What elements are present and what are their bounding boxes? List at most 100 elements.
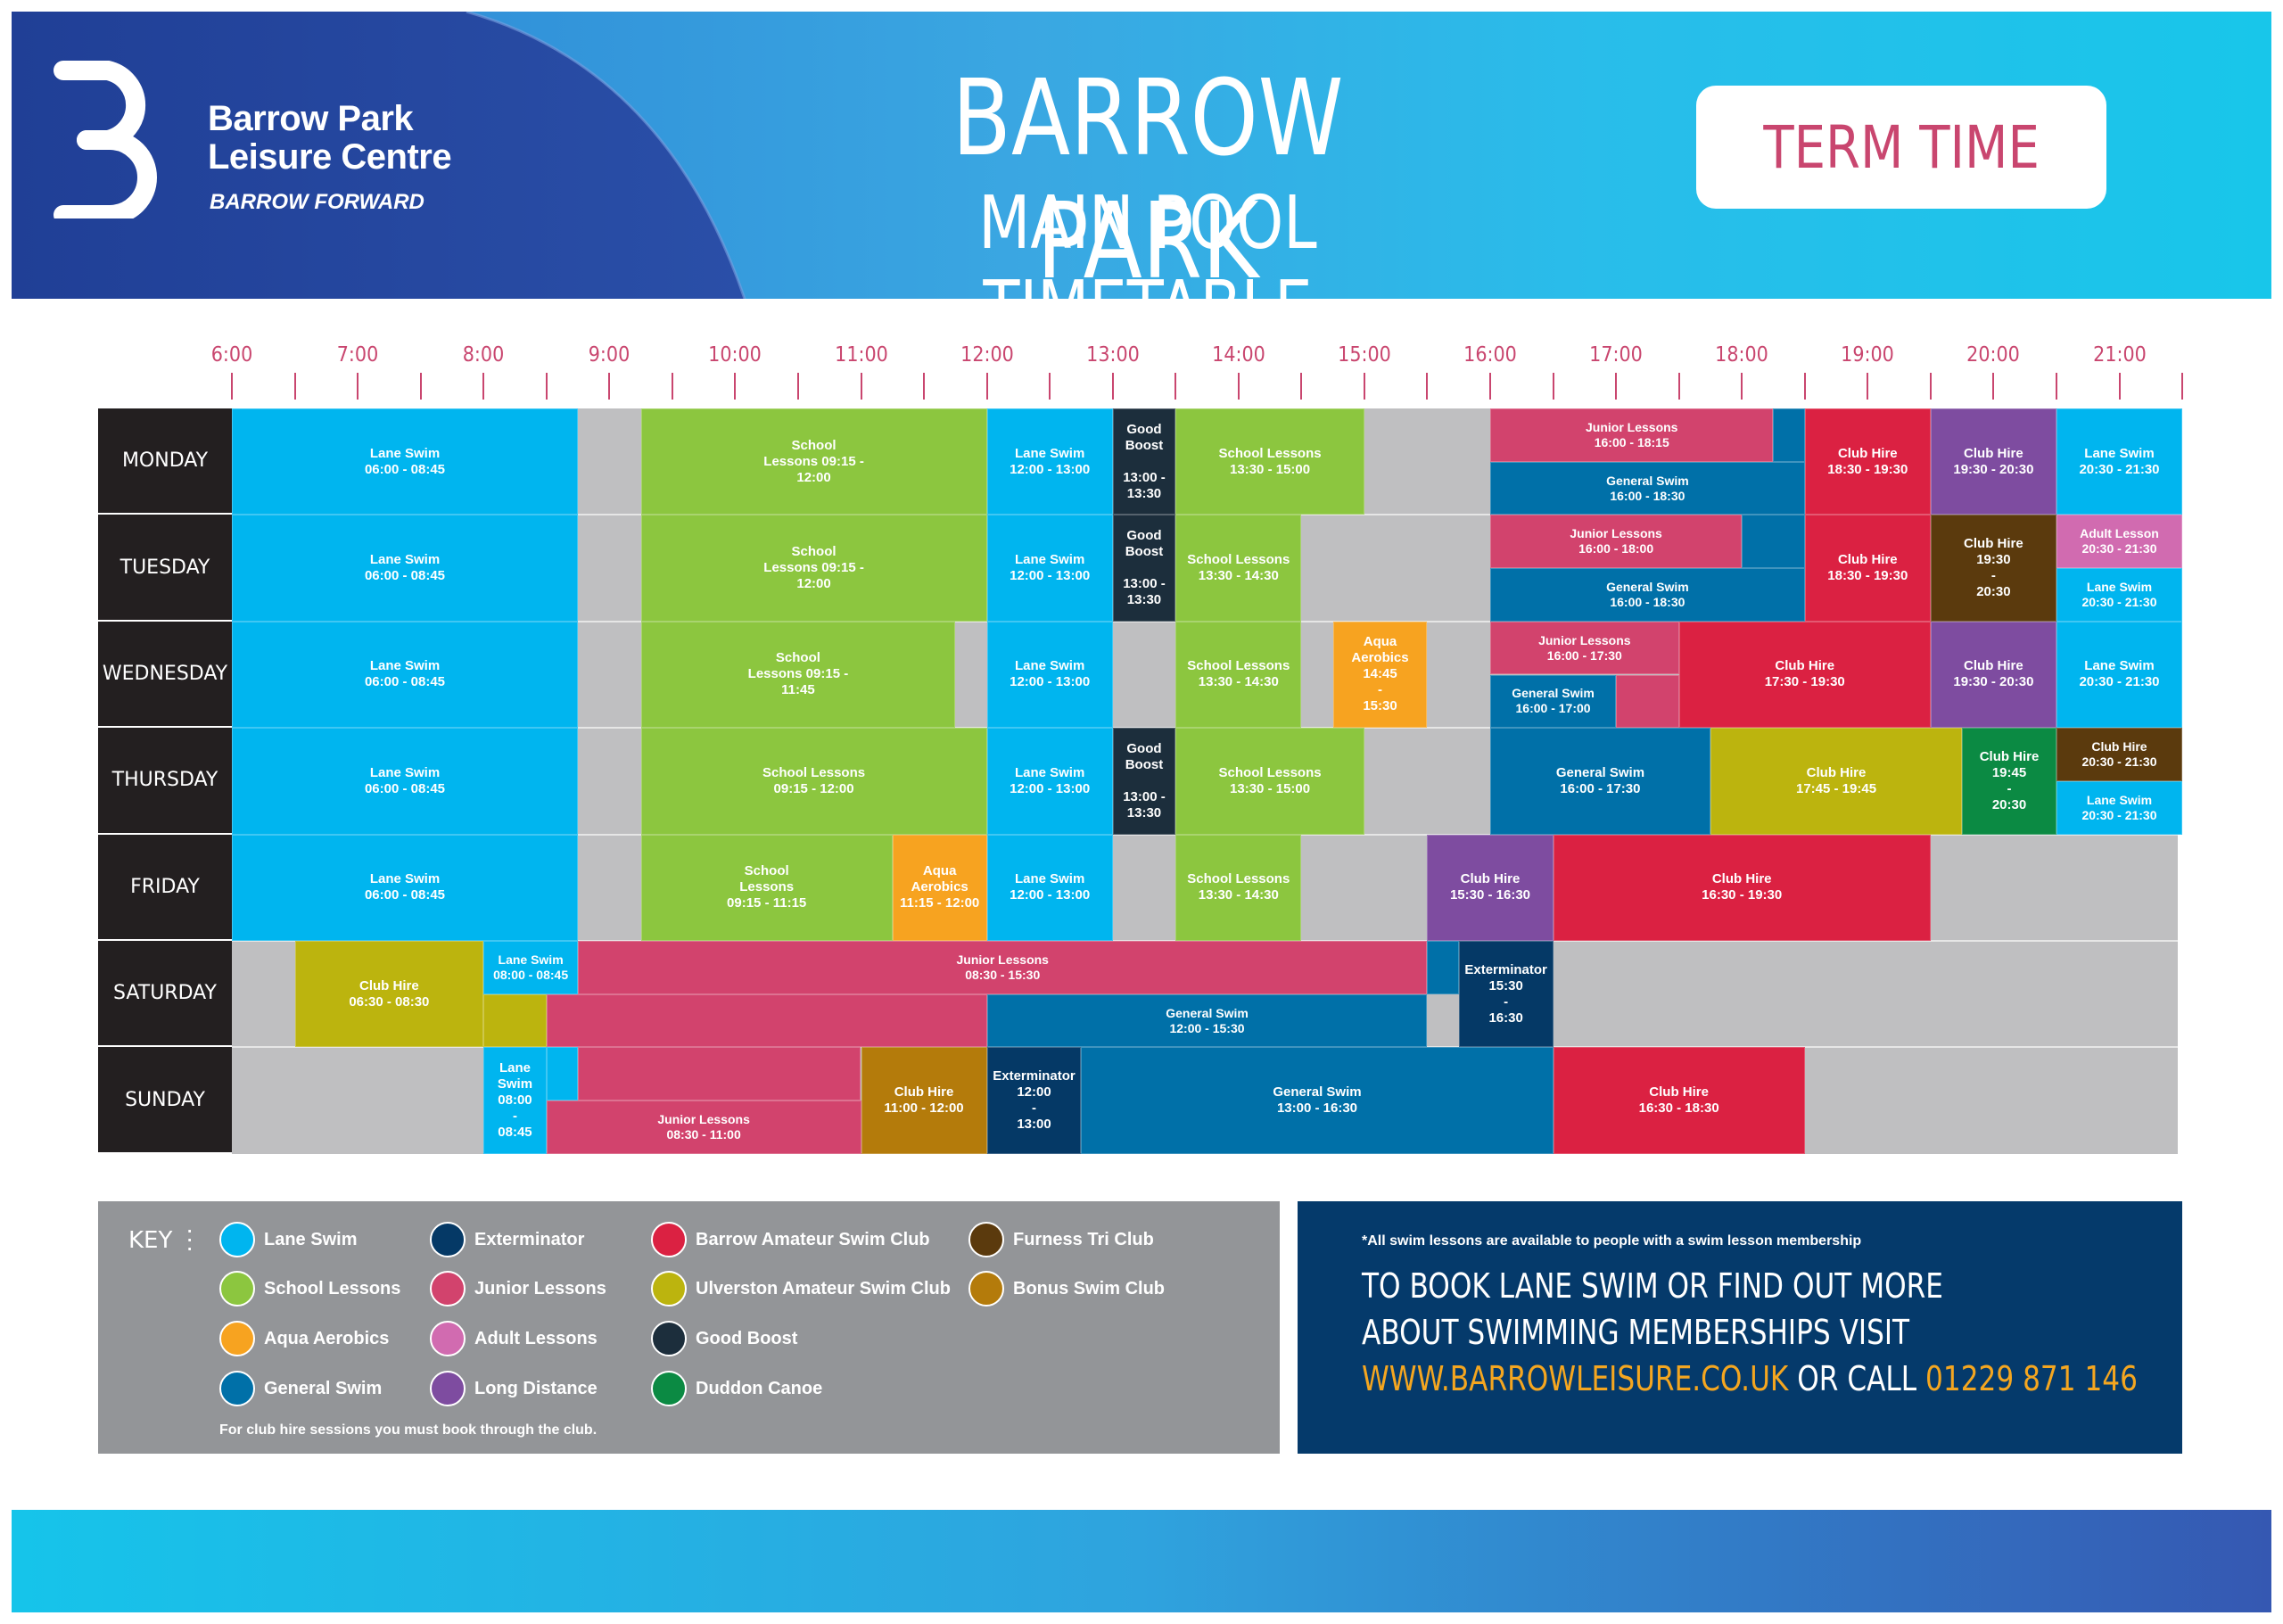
session-block[interactable]: Lane Swim 12:00 - 13:00 (986, 834, 1113, 941)
header-swoosh (12, 12, 746, 299)
session-block[interactable]: Club Hire 17:30 - 19:30 (1678, 621, 1931, 729)
session-block[interactable] (483, 993, 547, 1048)
session-block[interactable]: Lane Swim 06:00 - 08:45 (232, 621, 579, 729)
session-block[interactable] (546, 1047, 579, 1101)
session-block[interactable]: Club Hire 20:30 - 21:30 (2056, 728, 2183, 781)
session-block[interactable]: School Lessons 09:15 - 12:00 (640, 728, 987, 835)
time-tick (1992, 373, 1995, 400)
session-block[interactable]: Junior Lessons 16:00 - 17:30 (1490, 621, 1679, 675)
session-block[interactable]: Lane Swim 12:00 - 13:00 (986, 515, 1113, 622)
session-block[interactable]: Club Hire 18:30 - 19:30 (1804, 408, 1931, 515)
session-block[interactable]: Lane Swim 20:30 - 21:30 (2056, 621, 2183, 729)
time-tick (1300, 373, 1303, 400)
website-link[interactable]: WWW.BARROWLEISURE.CO.UK (1362, 1359, 1789, 1398)
session-block[interactable]: Lane Swim 08:00 - 08:45 (483, 941, 578, 994)
session-block[interactable] (1616, 674, 1679, 729)
session-block[interactable]: General Swim 12:00 - 15:30 (986, 993, 1428, 1048)
session-block[interactable]: School Lessons 13:30 - 14:30 (1175, 515, 1302, 622)
session-block[interactable]: Adult Lesson 20:30 - 21:30 (2056, 515, 2183, 569)
time-tick (1867, 373, 1869, 400)
session-block[interactable]: School Lessons 09:15 - 11:15 (640, 834, 893, 941)
session-block[interactable]: School Lessons 13:30 - 14:30 (1175, 834, 1302, 941)
time-tick (1615, 373, 1618, 400)
session-block[interactable]: Lane Swim 20:30 - 21:30 (2056, 780, 2183, 835)
session-block[interactable]: School Lessons 13:30 - 14:30 (1175, 621, 1302, 729)
session-block[interactable]: School Lessons 09:15 - 11:45 (640, 621, 956, 729)
session-block[interactable]: School Lessons 13:30 - 15:00 (1175, 408, 1364, 515)
session-block[interactable]: General Swim 16:00 - 17:30 (1490, 728, 1710, 835)
time-tick (1426, 373, 1429, 400)
session-block[interactable]: Lane Swim 06:00 - 08:45 (232, 834, 579, 941)
time-tick (2118, 373, 2121, 400)
session-block[interactable]: Lane Swim 06:00 - 08:45 (232, 408, 579, 515)
session-block[interactable]: School Lessons 09:15 - 12:00 (640, 408, 987, 515)
session-block[interactable]: Lane Swim 12:00 - 13:00 (986, 728, 1113, 835)
session-block[interactable]: School Lessons 13:30 - 15:00 (1175, 728, 1364, 835)
session-block[interactable]: Junior Lessons 08:30 - 11:00 (546, 1101, 861, 1154)
session-block[interactable]: Club Hire 17:45 - 19:45 (1710, 728, 1963, 835)
session-block[interactable]: Club Hire 06:30 - 08:30 (294, 941, 484, 1048)
color-dot-icon (968, 1271, 1004, 1307)
session-block[interactable]: Junior Lessons 16:00 - 18:00 (1490, 515, 1743, 569)
session-block[interactable]: Lane Swim 06:00 - 08:45 (232, 728, 579, 835)
session-block[interactable]: General Swim 16:00 - 17:00 (1490, 674, 1617, 729)
session-block[interactable] (546, 993, 987, 1048)
key-item: Bonus Swim Club (968, 1271, 1165, 1307)
key-item-label: Lane Swim (264, 1229, 358, 1249)
session-block[interactable]: Exterminator 15:30 - 16:30 (1458, 941, 1554, 1048)
time-label: 20:00 (1966, 343, 2021, 367)
session-block[interactable]: Exterminator 12:00 - 13:00 (986, 1047, 1082, 1154)
key-item: General Swim (219, 1371, 382, 1406)
key-title: KEY (128, 1227, 173, 1254)
time-label: 10:00 (708, 343, 762, 367)
session-block[interactable]: Lane Swim 08:00 - 08:45 (483, 1047, 547, 1154)
day-label: MONDAY (98, 408, 232, 514)
time-label: 9:00 (589, 343, 631, 367)
footer-banner (12, 1510, 2271, 1612)
session-block[interactable]: Good Boost 13:00 - 13:30 (1112, 515, 1176, 622)
time-label: 12:00 (960, 343, 1014, 367)
phone-number[interactable]: 01229 871 146 (1925, 1359, 2138, 1398)
session-block[interactable]: General Swim 16:00 - 18:30 (1490, 568, 1805, 622)
color-dot-icon (651, 1371, 687, 1406)
color-dot-icon (219, 1371, 255, 1406)
session-block[interactable]: Club Hire 19:45 - 20:30 (1962, 728, 2056, 835)
session-block[interactable]: Club Hire 15:30 - 16:30 (1427, 834, 1554, 941)
key-panel (98, 1201, 1280, 1454)
session-block[interactable]: Club Hire 19:30 - 20:30 (1930, 621, 2056, 729)
session-block[interactable] (1427, 941, 1459, 994)
session-block[interactable]: Good Boost 13:00 - 13:30 (1112, 728, 1176, 835)
session-block[interactable]: Junior Lessons 16:00 - 18:15 (1490, 408, 1774, 462)
time-tick (671, 373, 673, 400)
key-item-label: Aqua Aerobics (264, 1328, 390, 1348)
key-item: Barrow Amateur Swim Club (651, 1222, 930, 1257)
session-block[interactable]: Club Hire 19:30 - 20:30 (1930, 408, 2056, 515)
time-tick (2055, 373, 2057, 400)
session-block[interactable]: Junior Lessons 08:30 - 15:30 (578, 941, 1428, 994)
session-block[interactable]: School Lessons 09:15 - 12:00 (640, 515, 987, 622)
session-block[interactable]: General Swim 16:00 - 18:30 (1490, 461, 1805, 515)
session-block[interactable]: Club Hire 19:30 - 20:30 (1930, 515, 2056, 622)
session-block[interactable]: Club Hire 16:30 - 19:30 (1553, 834, 1931, 941)
day-label: TUESDAY (98, 515, 232, 620)
time-tick (1677, 373, 1680, 400)
session-block[interactable]: Lane Swim 12:00 - 13:00 (986, 408, 1113, 515)
day-label: SATURDAY (98, 941, 232, 1046)
session-block[interactable]: Lane Swim 20:30 - 21:30 (2056, 568, 2183, 622)
session-block[interactable]: Lane Swim 12:00 - 13:00 (986, 621, 1113, 729)
session-block[interactable]: Good Boost 13:00 - 13:30 (1112, 408, 1176, 515)
session-block[interactable]: Club Hire 18:30 - 19:30 (1804, 515, 1931, 622)
session-block[interactable]: Club Hire 16:30 - 18:30 (1553, 1047, 1805, 1154)
time-tick (608, 373, 611, 400)
session-block[interactable]: Lane Swim 20:30 - 21:30 (2056, 408, 2183, 515)
session-block[interactable] (1742, 515, 1805, 569)
session-block[interactable] (1773, 408, 1805, 462)
session-block[interactable] (578, 1047, 861, 1101)
color-dot-icon (430, 1222, 466, 1257)
session-block[interactable]: Club Hire 11:00 - 12:00 (861, 1047, 987, 1154)
session-block[interactable]: Aqua Aerobics 14:45 - 15:30 (1332, 621, 1428, 729)
session-block[interactable]: Aqua Aerobics 11:15 - 12:00 (892, 834, 987, 941)
logo-name-line1: Barrow Park (208, 99, 414, 138)
session-block[interactable]: General Swim 13:00 - 16:30 (1081, 1047, 1554, 1154)
session-block[interactable]: Lane Swim 06:00 - 08:45 (232, 515, 579, 622)
